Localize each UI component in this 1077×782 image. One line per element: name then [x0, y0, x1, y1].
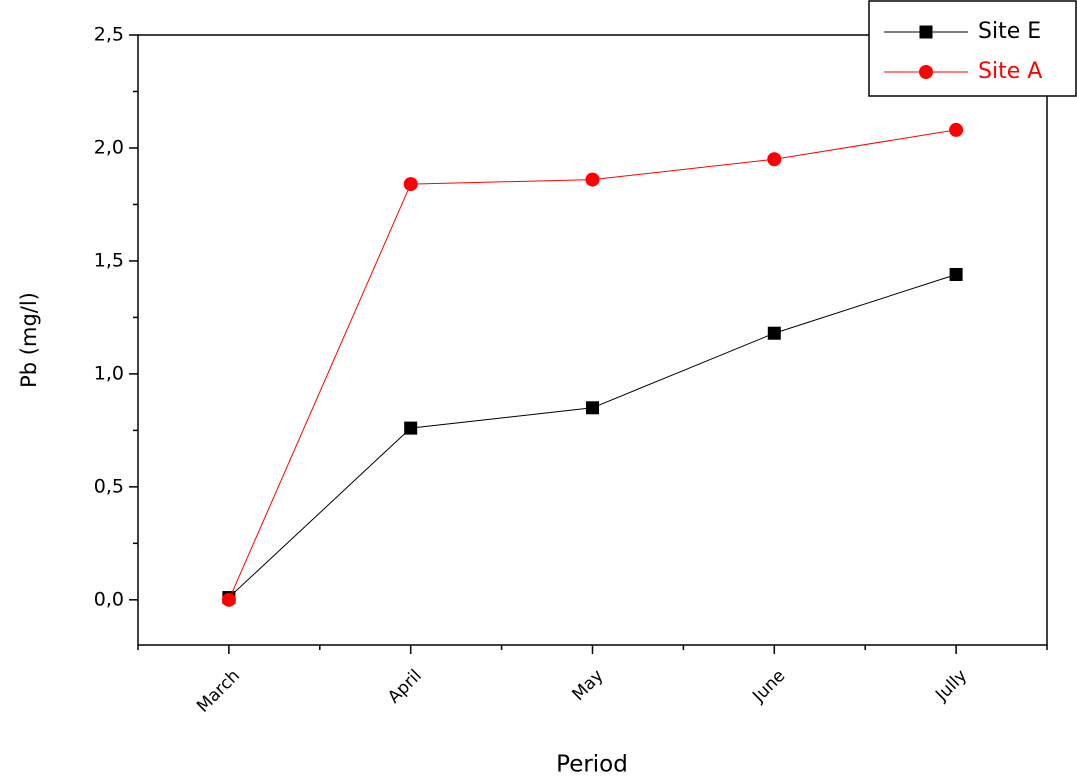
- y-tick-label: 2,0: [94, 136, 124, 158]
- legend: Site E Site A: [868, 0, 1077, 97]
- data-point: [949, 267, 963, 281]
- y-tick-label: 1,0: [94, 362, 124, 384]
- y-tick-label: 0,5: [94, 475, 124, 497]
- series-line: [228, 274, 957, 598]
- legend-label: Site A: [978, 59, 1042, 84]
- x-tick-label: Jully: [931, 666, 971, 706]
- legend-marker: [919, 65, 933, 79]
- data-point: [585, 172, 600, 187]
- x-tick-label: May: [569, 666, 608, 705]
- x-tick-label: March: [193, 666, 244, 717]
- plot-frame: [137, 34, 1048, 646]
- data-point: [586, 401, 599, 415]
- data-point: [404, 421, 418, 435]
- data-point: [221, 592, 236, 607]
- y-axis-label: Pb (mg/l): [17, 292, 41, 388]
- x-tick-label: June: [748, 666, 789, 707]
- legend-label: Site E: [978, 19, 1041, 44]
- y-tick-label: 2,5: [94, 24, 124, 46]
- x-axis-label: Period: [556, 752, 628, 778]
- data-point: [949, 122, 964, 137]
- y-tick-label: 0,0: [94, 588, 124, 610]
- series-line: [228, 129, 957, 601]
- data-point: [767, 152, 782, 167]
- x-tick-label: April: [384, 666, 426, 708]
- legend-marker: [919, 25, 933, 39]
- legend-box: [868, 0, 1077, 97]
- data-point: [403, 177, 418, 192]
- data-point: [767, 326, 781, 340]
- y-tick-label: 1,5: [94, 249, 124, 271]
